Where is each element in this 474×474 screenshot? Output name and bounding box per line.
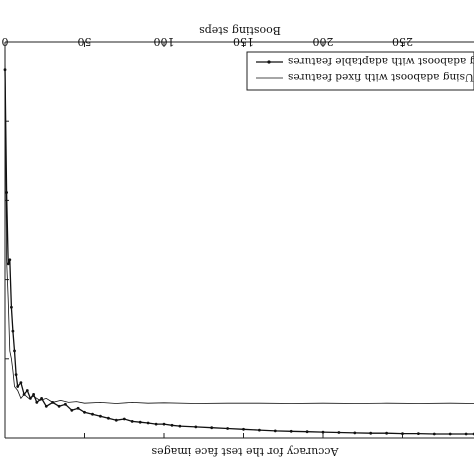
data-point (10, 305, 13, 309)
data-point (64, 402, 67, 406)
data-point (44, 404, 48, 408)
data-point (273, 429, 277, 433)
x-tick-label: 100 (154, 35, 175, 48)
data-point (107, 416, 110, 420)
data-point (337, 431, 341, 434)
legend-label-fixed: Using adaboost with fixed features (288, 71, 474, 83)
x-tick-label: 200 (313, 35, 334, 48)
data-point (289, 429, 293, 433)
legend: Using adaboost with adaptable features U… (246, 51, 474, 91)
data-point (114, 418, 118, 422)
legend-box (246, 51, 474, 91)
data-point (194, 425, 198, 429)
data-point (91, 412, 94, 416)
data-point (464, 432, 468, 436)
data-point (353, 431, 357, 435)
data-point (8, 258, 12, 262)
data-point (57, 404, 61, 408)
data-point (76, 406, 80, 410)
x-tick-label: 0 (2, 35, 9, 48)
legend-marker-adaptable (267, 60, 271, 64)
data-point (385, 431, 388, 435)
data-point (99, 414, 102, 418)
data-point (32, 393, 35, 396)
data-point (305, 430, 309, 434)
data-point (432, 432, 436, 436)
data-point (178, 424, 182, 428)
data-point (83, 410, 86, 414)
data-point (210, 426, 214, 430)
x-tick-label: 150 (233, 35, 254, 48)
data-point (146, 421, 150, 425)
data-point (130, 420, 134, 423)
data-point (417, 432, 420, 435)
x-axis-ticks: 0 50 100 150 200 250 (2, 35, 413, 438)
data-point (6, 262, 10, 266)
data-point (242, 427, 245, 431)
data-point (40, 397, 43, 400)
series-line-fixed (4, 49, 474, 404)
x-tick-label: 250 (392, 35, 413, 48)
x-tick-label: 50 (78, 35, 92, 48)
data-point (226, 427, 230, 430)
data-point (138, 420, 142, 424)
data-point (122, 417, 126, 421)
data-point (13, 349, 16, 353)
data-point (154, 422, 158, 426)
series-lines (3, 49, 474, 436)
data-point (258, 428, 261, 432)
data-point (25, 389, 29, 392)
x-axis-title: Boosting steps (199, 24, 281, 37)
data-point (369, 431, 373, 435)
data-point (11, 329, 15, 333)
legend-label-adaptable: Using adaboost with adaptable features (288, 55, 474, 67)
data-point (16, 385, 20, 388)
data-point (14, 373, 18, 376)
data-point (70, 408, 74, 412)
data-point (321, 430, 325, 434)
data-point (35, 401, 39, 404)
data-point (5, 191, 8, 194)
data-point (170, 423, 174, 427)
data-point (162, 422, 166, 426)
data-point (448, 432, 452, 436)
caption-text: Accuracy for the test face images (151, 445, 339, 458)
data-point (401, 432, 404, 435)
data-point (19, 381, 23, 384)
